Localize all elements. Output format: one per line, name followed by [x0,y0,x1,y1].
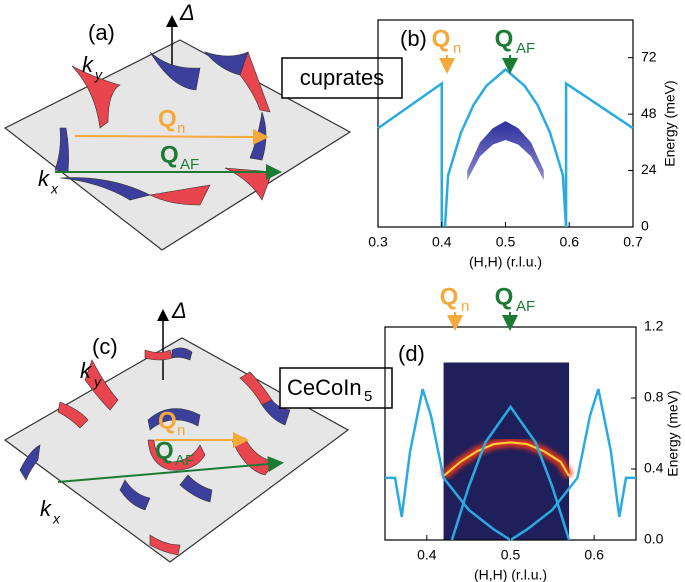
q-af-label: Q [160,141,179,168]
q-label: Q [440,283,459,310]
data-line [564,81,634,227]
x-tick-label: 0.6 [584,547,604,563]
x-tick-label: 0.4 [432,234,452,250]
q-sub: n [461,298,469,315]
y-tick-label: 0.8 [644,389,664,405]
band [467,121,544,180]
x-tick-label: 0.4 [417,547,437,563]
ridge [442,441,570,477]
x-tick-label: 0.6 [560,234,580,250]
panel-label: (a) [88,20,115,45]
x-axis-label: (H,H) (r.l.u.) [469,254,542,270]
gap-lobe [261,399,291,426]
q-sub: AF [516,40,535,57]
material-label: CeCoIn [287,375,362,400]
q-n-label: Q [158,105,177,132]
delta-label: Δ [171,298,187,323]
ky-sub: y [93,374,102,390]
delta-label: Δ [179,0,195,25]
q-af-arrow [57,456,284,483]
gap-lobe [149,184,211,206]
data-line [509,388,636,542]
q-label: Q [495,283,514,310]
q-sub: n [453,40,461,57]
data-line [443,67,568,228]
x-tick-label: 0.7 [623,234,643,250]
q-sub: AF [516,298,535,315]
kx-sub: x [50,181,59,197]
y-tick-label: 1.2 [644,318,664,334]
y-tick-label: 24 [641,161,657,177]
q-af-sub: AF [180,156,199,173]
panel-label: (d) [398,341,425,366]
data-line [450,404,571,541]
data-line [385,388,512,542]
q-label: Q [495,25,514,52]
y-axis-label: Energy (meV) [665,390,681,476]
gap-lobe [84,359,119,411]
q-af-sub: AF [175,452,194,469]
x-tick-label: 0.5 [501,547,521,563]
gap-lobe [239,51,271,113]
material-box [279,367,393,409]
y-tick-label: 48 [641,105,657,121]
x-tick-label: 0.5 [496,234,516,250]
ky-sub: y [94,67,103,83]
q-n-arrow [74,128,269,145]
panel-label: (c) [92,334,118,359]
y-tick-label: 0.4 [644,460,664,476]
gap-lobe [149,51,201,91]
gap-lobe [149,534,181,556]
gap-lobe [147,408,201,431]
gap-lobe [147,439,206,471]
material-box [281,57,403,99]
y-axis-label: Energy (meV) [662,80,678,166]
gap-lobe [224,167,273,201]
material-sub: 5 [364,388,372,405]
q-af-label: Q [155,437,174,464]
ky-label: k [80,358,92,383]
q-n-label: Q [158,407,177,434]
charts: 0.3 0.4 0.5 0.6 0.70 24 48 72 (H,H) (r.l.u.) Ener… [368,19,681,582]
q-label: Q [432,25,451,52]
gap-lobe [171,347,193,361]
x-axis-label: (H,H) (r.l.u.) [474,567,547,582]
kx-label: k [38,166,50,191]
y-tick-label: 0.0 [644,531,664,547]
panel-c: (c) Δ k y k x Q n Q AF CeCoIn 5 [3,298,393,563]
panel-label: (b) [400,26,427,51]
kx-sub: x [52,511,61,527]
q-n-sub: n [177,422,185,439]
gap-lobe [119,479,151,511]
x-tick-label: 0.3 [368,234,388,250]
gap-lobe [19,444,41,481]
gap-lobe [179,474,213,503]
data-line [377,81,443,227]
gap-lobe [71,65,121,129]
y-tick-label: 0 [641,218,649,234]
y-tick-label: 72 [641,48,657,64]
material-label: cuprates [300,65,384,90]
ky-label: k [82,52,94,77]
q-n-sub: n [177,120,185,137]
panel-a: (a) Δ k y k x Q n Q AF cuprates [3,0,403,251]
kx-label: k [40,496,52,521]
gap-lobe [57,401,89,429]
